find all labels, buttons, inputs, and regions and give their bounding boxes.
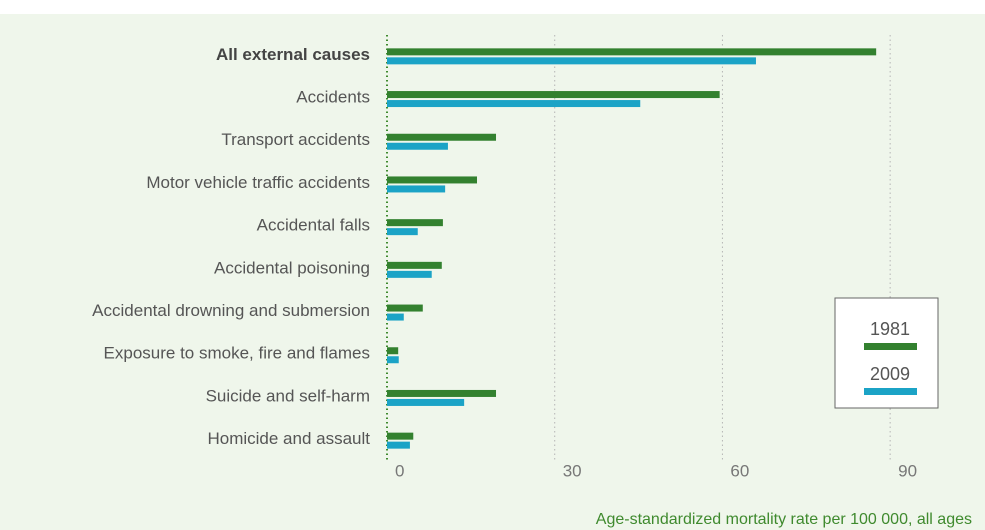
- legend: 1981 2009: [834, 297, 939, 409]
- legend-swatch: [864, 388, 917, 395]
- legend-swatch: [864, 343, 917, 350]
- category-label: Homicide and assault: [207, 429, 370, 448]
- bar: [387, 142, 448, 150]
- category-label: Accidents: [296, 88, 370, 107]
- bar: [387, 133, 497, 141]
- x-axis-title: Age-standardized mortality rate per 100 …: [596, 511, 972, 528]
- legend-label: 2009: [870, 364, 910, 384]
- bar: [387, 313, 404, 321]
- bar: [387, 261, 442, 269]
- category-label: Accidental poisoning: [214, 258, 370, 277]
- bar: [387, 100, 641, 108]
- bar: [387, 441, 410, 449]
- x-tick-label: 0: [395, 461, 404, 480]
- category-label: Accidental falls: [257, 216, 370, 235]
- bar: [387, 389, 497, 397]
- legend-label: 1981: [870, 319, 910, 339]
- bar: [387, 185, 446, 193]
- bar: [387, 57, 756, 65]
- bar: [387, 398, 465, 406]
- category-label: Accidental drowning and submersion: [92, 301, 370, 320]
- plot-background: [0, 14, 985, 530]
- category-label: Suicide and self-harm: [206, 386, 370, 405]
- category-label: Transport accidents: [221, 130, 370, 149]
- category-label: All external causes: [216, 45, 370, 64]
- bar: [387, 432, 414, 440]
- category-label: Motor vehicle traffic accidents: [146, 173, 370, 192]
- x-tick-label: 90: [898, 461, 917, 480]
- bar: [387, 228, 418, 236]
- x-tick-label: 30: [563, 461, 582, 480]
- bar: [387, 219, 443, 227]
- category-label: Exposure to smoke, fire and flames: [104, 344, 370, 363]
- bar: [387, 347, 399, 355]
- bar: [387, 176, 478, 184]
- bar: [387, 48, 877, 56]
- x-tick-label: 60: [730, 461, 749, 480]
- bar: [387, 356, 399, 364]
- bar: [387, 270, 432, 278]
- bar: [387, 91, 720, 99]
- bar: [387, 304, 423, 312]
